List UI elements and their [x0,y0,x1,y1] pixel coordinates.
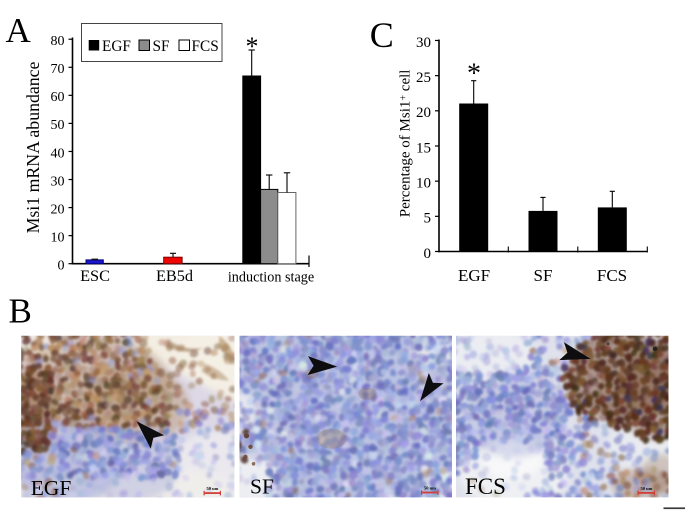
svg-text:5: 5 [424,211,432,227]
svg-text:25: 25 [416,70,431,86]
svg-text:C: C [370,15,394,55]
svg-text:0: 0 [424,246,432,262]
svg-text:EGF: EGF [31,476,72,500]
svg-text:20: 20 [51,202,65,217]
svg-text:*: * [467,58,481,89]
svg-text:Percentage of Msi1+ cell: Percentage of Msi1+ cell [398,70,414,218]
svg-text:A: A [6,11,32,50]
svg-text:10: 10 [416,175,431,191]
svg-text:20: 20 [416,105,431,121]
svg-text:50 um: 50 um [207,486,219,491]
svg-text:SF: SF [250,474,274,498]
svg-text:50: 50 [51,118,65,133]
svg-text:SF: SF [534,266,553,285]
svg-text:EB5d: EB5d [156,266,193,285]
svg-text:10: 10 [51,230,65,245]
svg-text:B: B [9,291,32,330]
svg-text:15: 15 [416,140,431,156]
svg-text:30: 30 [416,35,431,51]
svg-text:60: 60 [51,90,65,105]
svg-text:FCS: FCS [597,266,627,285]
svg-text:ESC: ESC [80,266,110,285]
svg-text:40: 40 [51,146,65,161]
svg-text:0: 0 [58,259,65,274]
svg-text:80: 80 [51,34,65,49]
svg-text:EGF: EGF [458,266,490,285]
svg-text:induction stage: induction stage [228,270,314,286]
svg-text:50 um: 50 um [424,485,436,490]
svg-text:50 um: 50 um [641,486,653,491]
svg-text:*: * [246,32,259,61]
svg-text:FCS: FCS [465,474,506,499]
svg-text:70: 70 [51,62,65,77]
svg-text:30: 30 [51,174,65,189]
svg-text:FCS: FCS [192,38,219,55]
svg-text:Msi1 mRNA abundance: Msi1 mRNA abundance [23,61,43,233]
svg-text:SF: SF [153,38,170,55]
svg-text:EGF: EGF [102,38,131,55]
